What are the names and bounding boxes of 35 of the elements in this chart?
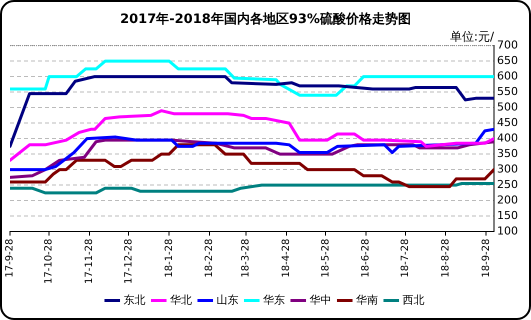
- y-tick-label: 650: [497, 54, 518, 67]
- y-tick-label: 300: [497, 162, 518, 176]
- legend-label: 东北: [123, 293, 146, 306]
- legend-label: 华北: [170, 293, 192, 306]
- y-tick-label: 500: [497, 100, 518, 114]
- legend-label: 华中: [309, 293, 332, 306]
- y-axis-title: 单位:元/: [450, 30, 495, 44]
- y-tick-label: 450: [497, 116, 518, 129]
- y-tick-label: 400: [497, 131, 518, 144]
- x-tick-label: 18-6-28: [360, 238, 372, 278]
- x-tick-label: 18-7-28: [400, 238, 411, 278]
- y-tick-label: 250: [497, 178, 518, 191]
- x-tick-label: 18-5-28: [320, 238, 332, 278]
- x-tick-label: 18-4-28: [281, 238, 292, 278]
- x-tick-label: 17-12-28: [123, 238, 134, 284]
- x-tick-label: 18-3-28: [240, 238, 252, 278]
- chart-title: 2017年-2018年国内各地区93%硫酸价格走势图: [120, 11, 411, 28]
- legend-label: 西北: [402, 293, 424, 306]
- x-tick-label: 18-1-28: [164, 238, 175, 278]
- x-tick-label: 18-8-28: [440, 238, 452, 278]
- y-tick-label: 550: [497, 84, 518, 98]
- x-tick-label: 18-2-28: [204, 238, 216, 278]
- legend-label: 华东: [262, 293, 285, 306]
- y-tick-label: 100: [497, 224, 518, 238]
- x-tick-label: 17-9-28: [4, 238, 16, 278]
- x-tick-label: 17-10-28: [44, 238, 55, 284]
- y-tick-label: 150: [497, 208, 518, 222]
- y-tick-label: 600: [497, 69, 518, 82]
- legend-label: 山东: [216, 293, 238, 306]
- x-tick-label: 18-9-28: [480, 238, 492, 278]
- legend-label: 华南: [356, 293, 378, 306]
- y-tick-label: 200: [497, 193, 518, 206]
- x-tick-label: 17-11-28: [84, 238, 96, 284]
- y-tick-label: 350: [497, 146, 518, 160]
- y-tick-label: 700: [497, 38, 518, 52]
